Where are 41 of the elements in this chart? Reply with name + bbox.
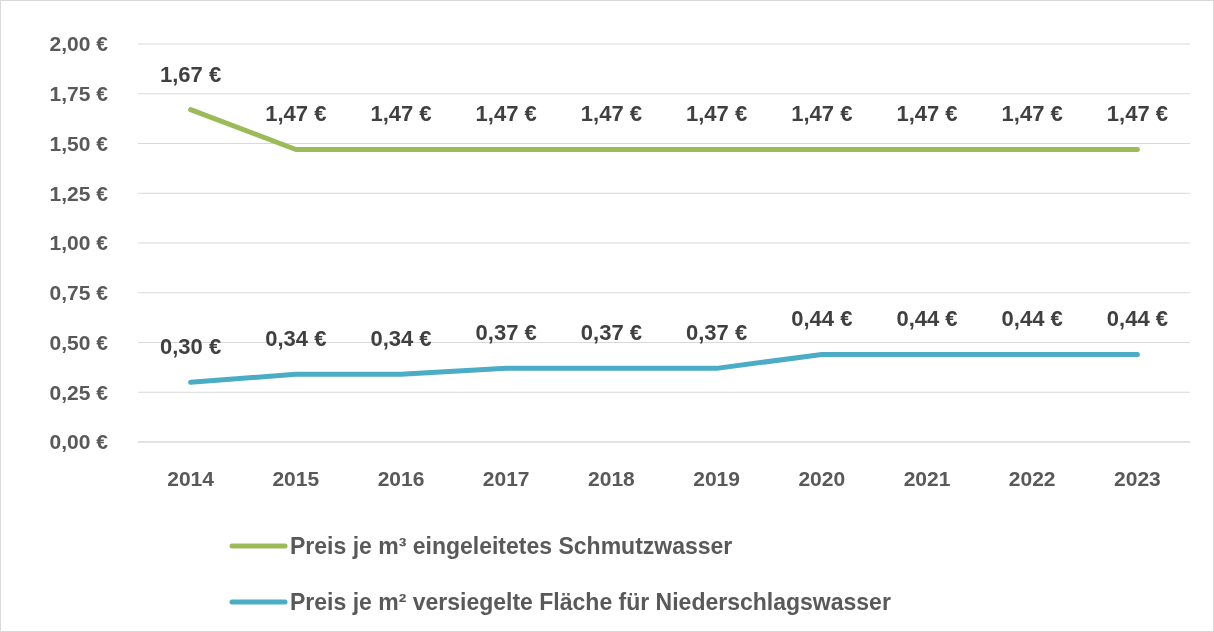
- data-label: 1,47 €: [1106, 101, 1168, 127]
- data-label: 1,47 €: [686, 101, 748, 127]
- data-label: 1,47 €: [1001, 101, 1063, 127]
- legend-label: Preis je m³ eingeleitetes Schmutzwasser: [290, 533, 733, 560]
- x-tick-label: 2015: [272, 467, 320, 490]
- data-label: 0,44 €: [1001, 306, 1063, 332]
- y-tick-label: 1,75 €: [49, 82, 109, 106]
- x-tick-label: 2021: [903, 467, 951, 490]
- y-tick-label: 0,25 €: [49, 380, 109, 404]
- data-label: 1,47 €: [791, 101, 853, 127]
- x-tick-label: 2022: [1008, 467, 1056, 490]
- data-label: 1,47 €: [896, 101, 958, 127]
- y-tick-label: 0,75 €: [49, 281, 109, 305]
- x-tick-label: 2017: [482, 467, 530, 490]
- data-label: 0,37 €: [475, 320, 537, 346]
- data-label: 0,34 €: [265, 326, 327, 352]
- data-label: 0,37 €: [580, 320, 642, 346]
- data-label: 1,67 €: [160, 61, 222, 87]
- x-tick-label: 2018: [588, 467, 636, 490]
- x-tick-label: 2019: [693, 467, 740, 490]
- legend-label: Preis je m² versiegelte Fläche für Niederschlagswasser: [290, 589, 891, 616]
- data-label: 0,44 €: [896, 306, 958, 332]
- data-label: 1,47 €: [475, 101, 537, 127]
- data-label: 0,34 €: [370, 326, 432, 352]
- data-label: 1,47 €: [370, 101, 432, 127]
- x-tick-label: 2016: [377, 467, 425, 490]
- y-tick-label: 1,00 €: [49, 231, 109, 255]
- data-label: 0,44 €: [791, 306, 853, 332]
- data-label: 1,47 €: [265, 101, 327, 127]
- y-tick-label: 1,25 €: [49, 181, 109, 205]
- x-tick-label: 2014: [167, 467, 215, 490]
- y-tick-label: 2,00 €: [49, 32, 109, 56]
- y-tick-label: 1,50 €: [49, 131, 109, 155]
- data-label: 0,30 €: [160, 334, 222, 360]
- x-tick-label: 2023: [1114, 467, 1161, 490]
- data-label: 0,44 €: [1106, 306, 1168, 332]
- data-label: 0,37 €: [686, 320, 748, 346]
- x-tick-label: 2020: [798, 467, 846, 490]
- y-tick-label: 0,00 €: [49, 430, 109, 454]
- y-tick-label: 0,50 €: [49, 330, 109, 354]
- data-label: 1,47 €: [580, 101, 642, 127]
